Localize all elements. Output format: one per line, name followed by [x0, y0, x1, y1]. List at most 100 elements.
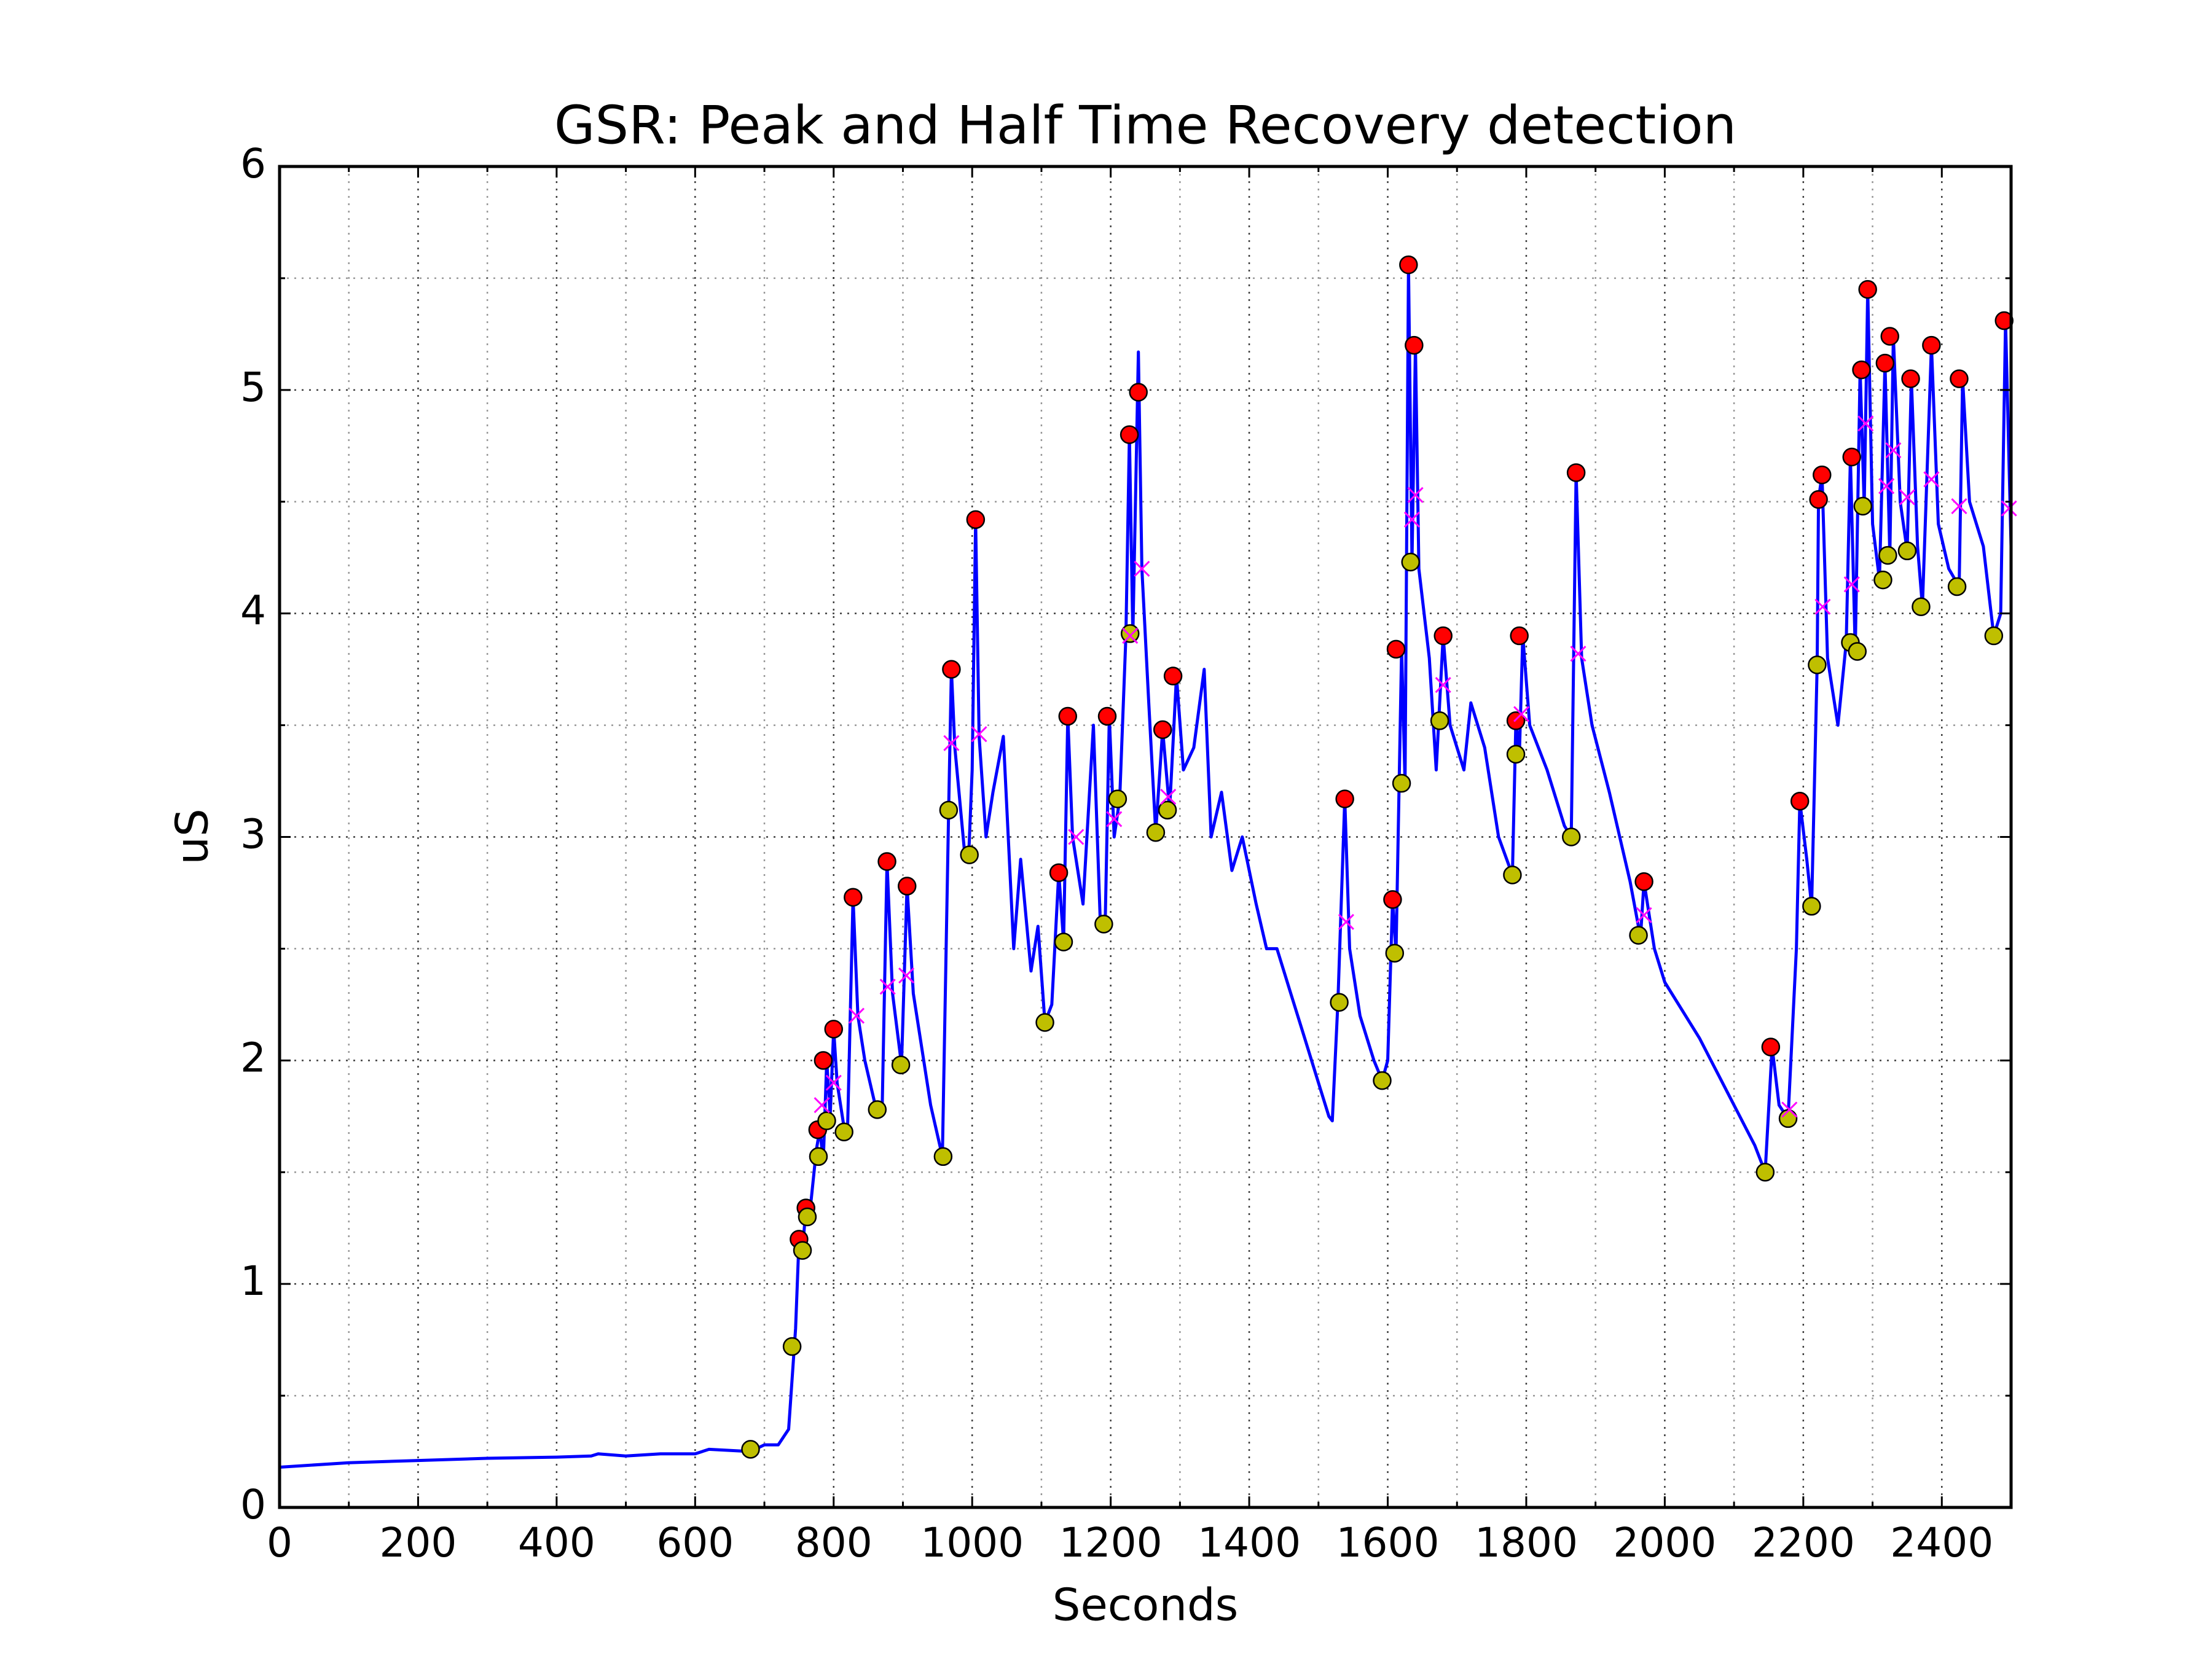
- cross-marker: [1923, 471, 1940, 488]
- cross-marker: [1160, 788, 1177, 805]
- y-axis-label: uS: [167, 808, 218, 864]
- marker-point: [960, 845, 979, 864]
- marker-point: [834, 1122, 853, 1142]
- x-tick-label: 1400: [1198, 1519, 1301, 1566]
- cross-marker: [825, 1074, 842, 1091]
- marker-point: [1629, 926, 1648, 945]
- cross-marker: [971, 726, 987, 743]
- marker-point: [1401, 552, 1420, 572]
- x-tick-label: 0: [267, 1519, 292, 1566]
- marker-point: [1808, 655, 1827, 674]
- marker-point: [1901, 369, 1920, 388]
- marker-point: [1120, 425, 1139, 444]
- marker-point: [1330, 993, 1349, 1012]
- marker-point: [1813, 465, 1832, 485]
- x-tick-label: 1600: [1336, 1519, 1440, 1566]
- marker-point: [1335, 789, 1354, 808]
- marker-point: [1634, 872, 1653, 891]
- marker-point: [1790, 792, 1810, 811]
- chart-title: GSR: Peak and Half Time Recovery detecti…: [554, 95, 1736, 156]
- marker-point: [942, 660, 961, 679]
- marker-point: [1984, 626, 2004, 646]
- marker-point: [1897, 541, 1917, 561]
- marker-point: [891, 1055, 911, 1074]
- marker-point: [1129, 383, 1148, 402]
- marker-point: [1094, 915, 1113, 934]
- marker-point: [1120, 624, 1140, 643]
- marker-point: [798, 1207, 817, 1227]
- cross-marker: [1951, 498, 1967, 515]
- marker-point: [933, 1147, 953, 1167]
- x-tick-label: 1200: [1059, 1519, 1163, 1566]
- cross-marker: [1878, 478, 1895, 494]
- cross-marker: [1885, 442, 1902, 459]
- marker-point: [1433, 626, 1453, 646]
- marker-point: [1153, 720, 1172, 740]
- cross-marker: [1570, 646, 1586, 662]
- marker-point: [1163, 666, 1183, 686]
- marker-point: [1842, 447, 1861, 467]
- marker-point: [1875, 353, 1895, 373]
- marker-point: [966, 510, 986, 530]
- marker-point: [1994, 311, 2014, 330]
- y-tick-label: 6: [240, 140, 266, 187]
- marker-point: [877, 852, 896, 871]
- x-tick-label: 800: [795, 1519, 873, 1566]
- x-tick-label: 200: [379, 1519, 457, 1566]
- marker-point: [1399, 255, 1418, 275]
- cross-marker: [1338, 913, 1354, 930]
- cross-marker: [1403, 511, 1421, 528]
- cross-marker: [898, 967, 915, 984]
- marker-point: [844, 888, 863, 907]
- marker-point: [1778, 1109, 1798, 1128]
- marker-point: [1158, 800, 1177, 820]
- marker-point: [1430, 711, 1449, 730]
- marker-point: [1405, 335, 1424, 355]
- marker-point: [1878, 545, 1897, 565]
- marker-point: [1510, 626, 1529, 646]
- ticks: 0 200 400 600 800 1000 1200 1400 1600 1800 2000 220…: [240, 140, 2011, 1566]
- x-tick-label: 1000: [920, 1519, 1024, 1566]
- cross-marker: [943, 735, 960, 751]
- x-tick-label: 1800: [1475, 1519, 1578, 1566]
- marker-point: [814, 1051, 833, 1070]
- cross-marker: [1899, 489, 1915, 506]
- x-tick-label: 400: [518, 1519, 595, 1566]
- y-tick-label: 3: [240, 811, 266, 858]
- y-tick-label: 1: [240, 1257, 266, 1305]
- marker-point: [1373, 1071, 1392, 1090]
- cross-marker: [2001, 500, 2017, 517]
- cross-marker: [1106, 811, 1123, 827]
- marker-point: [1848, 642, 1867, 661]
- cross-marker: [879, 979, 896, 995]
- cross-marker: [1068, 829, 1084, 845]
- marker-point: [1385, 944, 1405, 963]
- cross-marker: [1814, 598, 1831, 615]
- marker-point: [1386, 639, 1406, 659]
- marker-point: [1950, 369, 1969, 388]
- x-tick-label: 600: [656, 1519, 734, 1566]
- marker-point: [1561, 827, 1581, 846]
- marker-point: [1383, 890, 1402, 909]
- marker-point: [1503, 866, 1522, 885]
- marker-point: [1912, 597, 1931, 617]
- cross-marker: [1435, 677, 1451, 694]
- marker-point: [1880, 327, 1899, 346]
- y-tick-label: 2: [240, 1034, 266, 1081]
- marker-point: [1392, 773, 1411, 793]
- marker-point: [1035, 1013, 1054, 1032]
- cross-marker: [1407, 487, 1424, 503]
- marker-point: [1809, 490, 1828, 509]
- cross-marker: [848, 1007, 865, 1024]
- marker-point: [868, 1100, 887, 1119]
- y-tick-label: 0: [240, 1481, 266, 1528]
- marker-point: [1566, 463, 1586, 482]
- cross-marker: [1857, 415, 1874, 432]
- y-tick-label: 4: [240, 587, 266, 635]
- marker-point: [1873, 570, 1892, 590]
- cross-marker: [1122, 627, 1139, 644]
- cross-marker: [1843, 576, 1860, 593]
- marker-point: [1049, 863, 1069, 882]
